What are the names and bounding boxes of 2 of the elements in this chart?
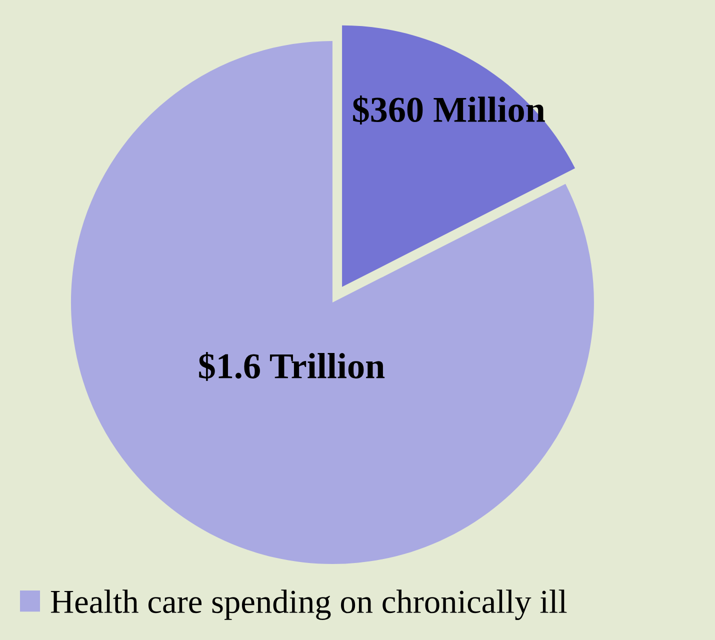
legend-label: Health care spending on chronically ill — [50, 590, 567, 620]
text: $1.6 Trillion — [199, 352, 385, 381]
